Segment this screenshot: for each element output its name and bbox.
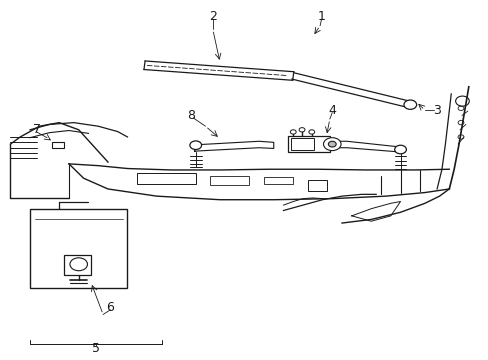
- Text: 2: 2: [208, 10, 216, 23]
- Bar: [264, 177, 293, 184]
- Circle shape: [328, 141, 335, 147]
- Text: 5: 5: [92, 342, 100, 355]
- Circle shape: [290, 130, 296, 134]
- Bar: [137, 173, 195, 184]
- Bar: [210, 176, 249, 185]
- Text: 3: 3: [432, 104, 440, 117]
- Circle shape: [299, 128, 305, 132]
- Text: 6: 6: [106, 301, 114, 314]
- Bar: [288, 136, 329, 152]
- Bar: [30, 209, 127, 288]
- Bar: [290, 138, 314, 150]
- Text: 8: 8: [186, 109, 194, 122]
- Circle shape: [323, 138, 340, 150]
- Bar: [307, 180, 327, 191]
- Circle shape: [189, 141, 201, 149]
- Circle shape: [394, 145, 406, 154]
- Text: 1: 1: [317, 10, 325, 23]
- Bar: [52, 142, 64, 148]
- Circle shape: [308, 130, 314, 134]
- Text: 7: 7: [33, 123, 41, 136]
- Circle shape: [70, 258, 87, 271]
- Bar: [64, 255, 91, 275]
- Text: 4: 4: [327, 104, 336, 117]
- Circle shape: [403, 100, 416, 109]
